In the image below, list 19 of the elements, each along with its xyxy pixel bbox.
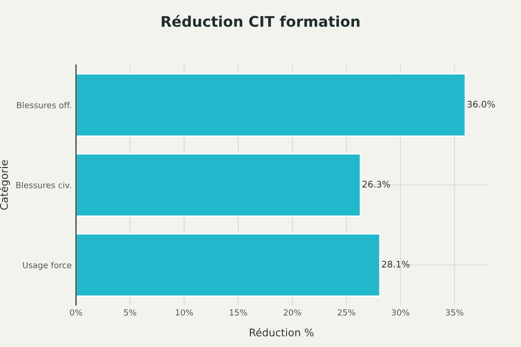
x-tick-label: 30% — [392, 309, 410, 316]
x-axis-title: Réduction % — [250, 328, 314, 336]
x-tick-label: 10% — [176, 309, 193, 316]
bar — [76, 73, 466, 137]
y-tick-label: Usage force — [22, 262, 72, 270]
x-tick-label: 35% — [446, 309, 464, 316]
x-tick-label: 5% — [124, 309, 136, 316]
x-tick-label: 20% — [284, 309, 302, 316]
x-tick-label: 15% — [230, 309, 248, 316]
bar — [76, 233, 381, 297]
bar — [76, 153, 362, 217]
x-tick-label: 25% — [338, 309, 356, 316]
x-tick-label: 0% — [70, 309, 82, 316]
y-tick-label: Blessures civ. — [16, 182, 71, 188]
y-tick-label: Blessures off. — [17, 102, 71, 108]
chart-title: Réduction CIT formation — [162, 15, 360, 27]
data-label: 28.1% — [382, 260, 410, 268]
data-label: 26.3% — [362, 180, 390, 188]
data-label: 36.0% — [467, 100, 495, 108]
